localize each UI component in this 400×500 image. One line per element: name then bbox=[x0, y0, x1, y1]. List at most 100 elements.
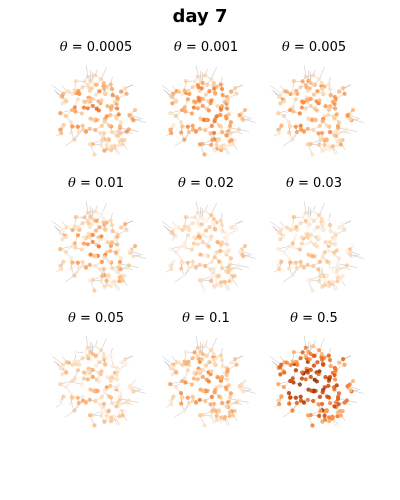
node bbox=[59, 131, 64, 136]
node bbox=[342, 265, 347, 270]
node bbox=[277, 131, 282, 136]
node bbox=[299, 99, 305, 104]
node bbox=[332, 237, 337, 243]
node bbox=[182, 376, 187, 381]
node bbox=[85, 353, 90, 359]
node bbox=[311, 127, 316, 133]
node bbox=[335, 123, 341, 128]
node bbox=[282, 99, 287, 104]
node bbox=[211, 266, 217, 272]
node bbox=[98, 131, 103, 136]
node bbox=[225, 367, 230, 372]
node bbox=[332, 372, 337, 378]
node bbox=[109, 419, 114, 424]
node bbox=[327, 103, 333, 109]
node bbox=[316, 278, 322, 283]
node bbox=[210, 137, 215, 143]
node bbox=[335, 259, 341, 264]
node bbox=[190, 263, 196, 268]
edge bbox=[292, 129, 302, 140]
node bbox=[209, 98, 214, 103]
node bbox=[70, 260, 75, 265]
node bbox=[85, 345, 90, 350]
node bbox=[327, 148, 332, 153]
edge bbox=[210, 203, 217, 216]
node bbox=[308, 367, 313, 373]
node bbox=[332, 133, 337, 138]
node bbox=[117, 123, 123, 128]
edge bbox=[100, 203, 107, 216]
node bbox=[191, 105, 196, 110]
node bbox=[316, 142, 322, 147]
node bbox=[73, 109, 78, 114]
node bbox=[311, 228, 317, 233]
node bbox=[105, 240, 110, 245]
node bbox=[60, 229, 65, 235]
node bbox=[183, 380, 188, 385]
node bbox=[81, 105, 86, 110]
node bbox=[222, 415, 227, 420]
node bbox=[169, 402, 174, 407]
edge bbox=[52, 85, 64, 94]
node bbox=[327, 419, 332, 424]
node bbox=[320, 419, 325, 424]
node bbox=[82, 79, 87, 84]
node bbox=[124, 362, 129, 367]
node bbox=[208, 402, 213, 407]
network-graph bbox=[270, 336, 364, 428]
node bbox=[323, 375, 328, 380]
node bbox=[228, 402, 233, 407]
node bbox=[225, 377, 230, 382]
node bbox=[101, 130, 107, 136]
node bbox=[80, 263, 86, 268]
node bbox=[118, 120, 124, 125]
node bbox=[212, 284, 217, 289]
node bbox=[216, 409, 221, 414]
node bbox=[197, 278, 203, 283]
node bbox=[348, 116, 353, 121]
node bbox=[318, 408, 323, 414]
node bbox=[90, 232, 95, 238]
node bbox=[109, 266, 115, 271]
node bbox=[200, 232, 205, 238]
node bbox=[342, 129, 347, 134]
node bbox=[185, 233, 191, 238]
node bbox=[314, 108, 319, 113]
node bbox=[200, 351, 205, 357]
node bbox=[102, 86, 107, 91]
node bbox=[183, 349, 188, 355]
node bbox=[72, 137, 77, 142]
node bbox=[182, 137, 187, 142]
node bbox=[209, 348, 214, 353]
node bbox=[287, 401, 292, 406]
node bbox=[303, 377, 308, 382]
node bbox=[79, 382, 84, 387]
node bbox=[218, 112, 223, 117]
node bbox=[242, 107, 248, 113]
node bbox=[199, 222, 204, 227]
node bbox=[99, 369, 104, 374]
node bbox=[299, 376, 304, 381]
node-layer bbox=[276, 73, 356, 157]
node bbox=[320, 226, 326, 232]
node bbox=[303, 74, 308, 79]
node bbox=[240, 116, 245, 121]
node bbox=[311, 92, 317, 97]
node bbox=[311, 344, 316, 349]
node bbox=[218, 218, 223, 223]
node bbox=[93, 209, 98, 214]
node bbox=[317, 77, 322, 82]
node bbox=[276, 263, 281, 268]
node bbox=[336, 402, 341, 407]
node bbox=[60, 237, 65, 242]
node bbox=[224, 404, 229, 409]
node bbox=[327, 130, 333, 135]
node bbox=[186, 265, 191, 271]
node bbox=[305, 142, 311, 147]
node bbox=[199, 357, 204, 362]
node bbox=[73, 380, 78, 385]
node bbox=[127, 383, 132, 389]
node bbox=[81, 99, 87, 104]
node bbox=[311, 263, 316, 269]
node bbox=[298, 356, 303, 361]
